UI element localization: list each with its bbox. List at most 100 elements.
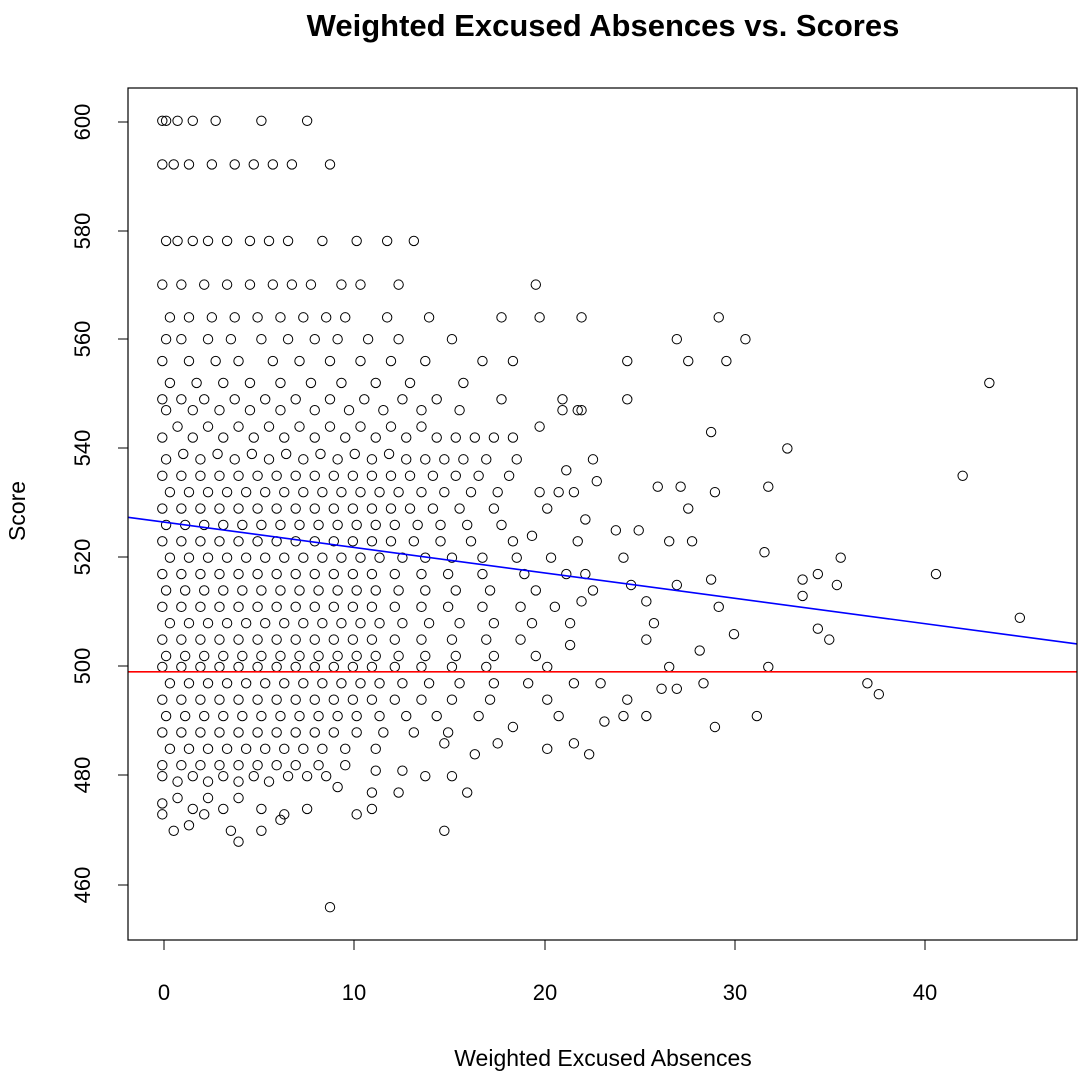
data-point [370, 432, 381, 443]
data-point [671, 579, 683, 591]
data-point [477, 552, 488, 563]
data-point [576, 312, 587, 323]
data-point [404, 377, 416, 389]
data-point [252, 312, 263, 323]
data-point [431, 432, 442, 443]
data-point [214, 503, 225, 514]
data-point [176, 634, 187, 645]
data-point [332, 710, 343, 722]
data-point [160, 405, 172, 416]
data-point [157, 694, 168, 705]
data-point [340, 312, 351, 323]
data-point [195, 661, 206, 673]
data-point [301, 770, 313, 782]
x-tick-label: 0 [158, 980, 170, 1005]
data-point [282, 770, 294, 782]
data-point [366, 634, 378, 645]
data-point [256, 825, 267, 836]
data-point [366, 454, 378, 465]
data-point [442, 601, 454, 613]
data-point [195, 536, 206, 547]
data-point [561, 465, 572, 476]
data-point [248, 432, 259, 443]
data-point [553, 486, 564, 498]
data-point [542, 661, 553, 673]
data-point [355, 678, 366, 689]
data-point [389, 694, 400, 705]
data-point [233, 421, 244, 432]
data-point [465, 486, 477, 498]
data-point [404, 503, 416, 514]
data-point [587, 585, 599, 596]
data-point [397, 618, 408, 629]
data-point [763, 661, 774, 673]
data-point [366, 470, 378, 481]
data-point [351, 710, 362, 722]
data-point [488, 650, 500, 662]
data-point [328, 634, 340, 645]
x-tick-label: 10 [342, 980, 366, 1005]
data-point [237, 519, 248, 531]
data-point [534, 486, 545, 498]
data-point [374, 678, 385, 689]
data-point [862, 678, 873, 689]
data-point [271, 760, 282, 771]
data-point [416, 421, 427, 432]
data-point [252, 503, 263, 514]
data-point [439, 738, 450, 749]
data-point [347, 568, 359, 580]
data-point [328, 470, 340, 481]
data-point [370, 585, 381, 596]
data-point [252, 760, 263, 771]
data-point [351, 235, 362, 247]
data-point [648, 618, 660, 629]
data-point [317, 235, 328, 247]
y-tick-label: 540 [70, 430, 95, 467]
data-point [202, 678, 214, 689]
data-point [221, 618, 233, 629]
data-point [240, 552, 252, 563]
data-point [290, 661, 301, 673]
data-point [370, 377, 381, 389]
data-point [427, 470, 439, 481]
data-point [183, 820, 195, 831]
data-point [435, 519, 446, 531]
data-point [389, 634, 400, 645]
data-point [160, 115, 172, 126]
data-point [164, 678, 176, 689]
data-point [408, 536, 420, 547]
data-point [244, 279, 256, 290]
data-point [263, 776, 275, 787]
data-point [332, 650, 343, 662]
data-point [290, 503, 301, 514]
data-point [237, 650, 248, 662]
data-point [656, 683, 667, 694]
data-point [469, 749, 481, 760]
data-point [473, 470, 484, 481]
data-point [183, 743, 195, 755]
data-point [561, 568, 572, 580]
data-point [545, 552, 557, 563]
data-point [385, 421, 397, 432]
data-point [370, 650, 381, 662]
data-point [290, 536, 301, 547]
data-point [462, 519, 473, 531]
data-point [214, 634, 225, 645]
data-point [522, 678, 534, 689]
x-axis-ticks: 0 10 20 30 40 [158, 939, 937, 1005]
data-point [347, 634, 359, 645]
data-point [248, 770, 259, 782]
data-point [164, 486, 176, 498]
data-point [797, 590, 808, 602]
data-point [271, 601, 282, 613]
data-point [183, 486, 195, 498]
data-point [214, 536, 225, 547]
data-point [366, 787, 378, 798]
data-point [389, 568, 400, 580]
data-point [279, 552, 290, 563]
data-point [446, 552, 458, 563]
data-point [549, 601, 561, 613]
data-point [183, 552, 195, 563]
data-point [401, 454, 412, 465]
